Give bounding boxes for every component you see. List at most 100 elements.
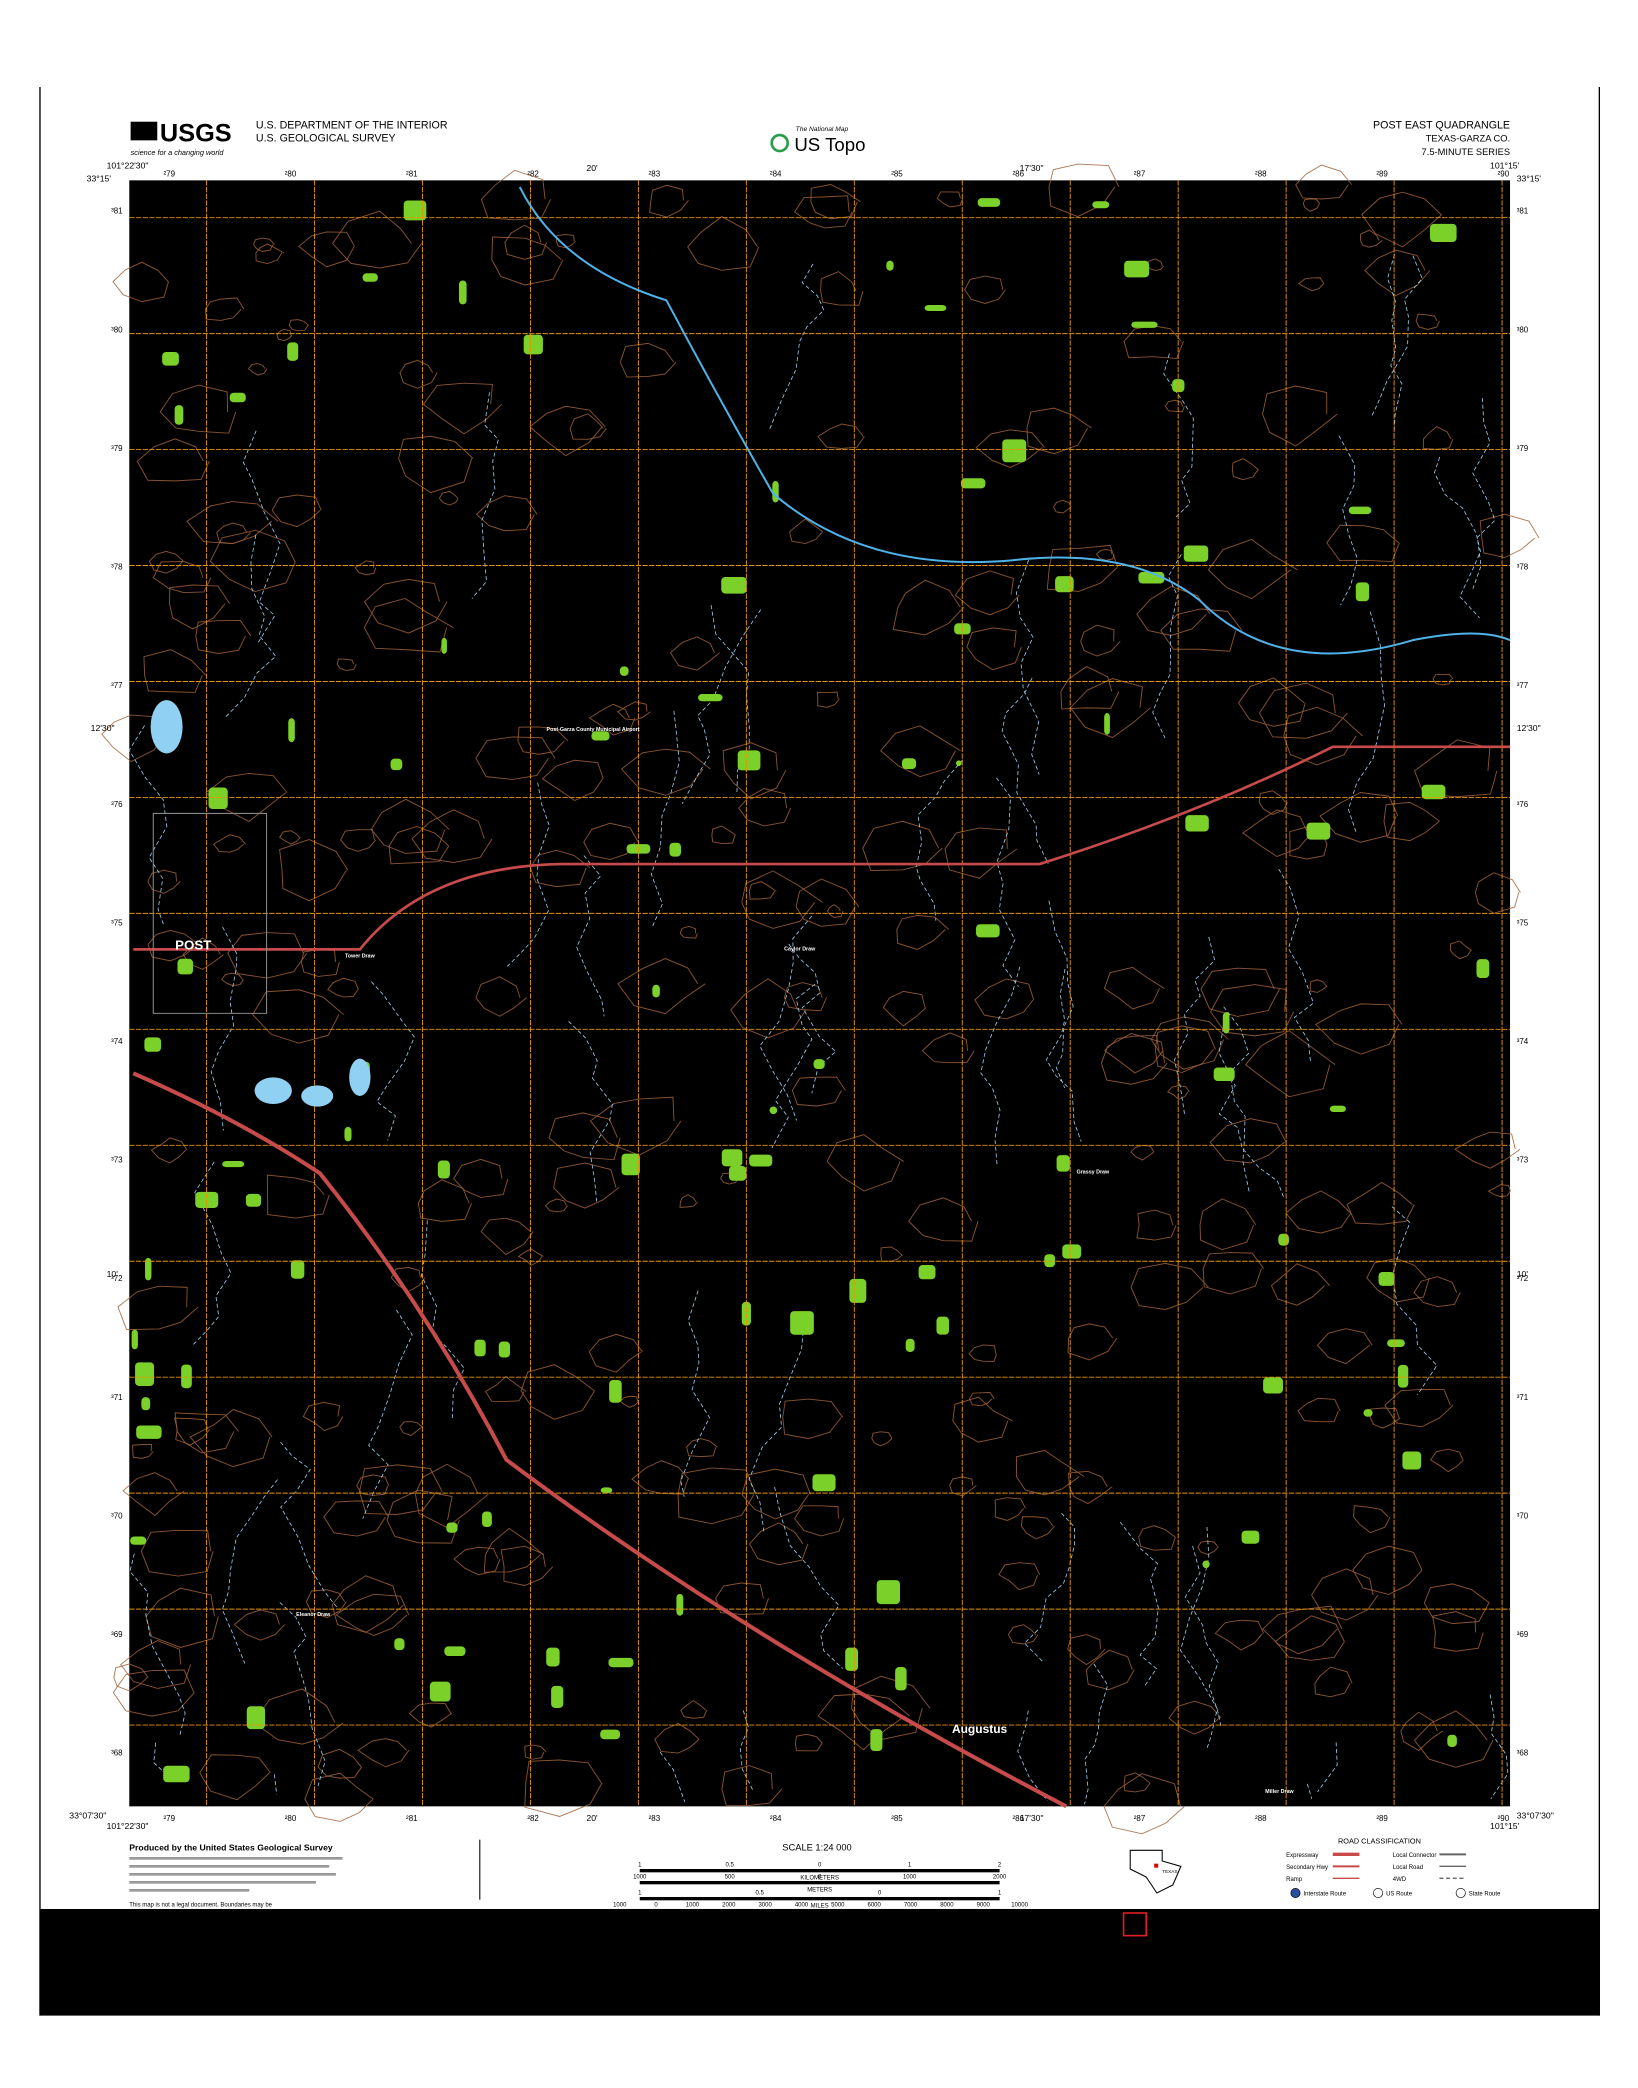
easting-label: ²85 (891, 169, 903, 178)
vegetation (749, 1154, 773, 1167)
contour (288, 319, 309, 332)
contour (1202, 1252, 1265, 1295)
easting-label: ²88 (1255, 169, 1267, 178)
stream (1338, 435, 1358, 606)
contour (620, 748, 711, 796)
note-line (129, 1888, 250, 1892)
map-features (101, 163, 1540, 1835)
vegetation (905, 1338, 915, 1352)
contour (1311, 1568, 1379, 1621)
stream (915, 759, 963, 921)
contour (1429, 1448, 1464, 1473)
easting-label: ²80 (285, 1814, 297, 1823)
vegetation (1044, 1254, 1056, 1268)
vegetation (141, 1397, 151, 1411)
note-line (129, 1872, 336, 1876)
stream (224, 534, 277, 719)
lake (301, 1085, 334, 1107)
producer: Produced by the United States Geological… (129, 1842, 333, 1852)
contour (399, 1421, 423, 1436)
vegetation (813, 1059, 825, 1069)
contour (1423, 1583, 1490, 1625)
vegetation (936, 1316, 950, 1335)
northing-label: ³79 (1517, 444, 1529, 453)
northing-label: ³77 (111, 681, 123, 690)
agency: U.S. GEOLOGICAL SURVEY (256, 133, 396, 145)
red-marker[interactable] (1122, 1912, 1147, 1937)
contour (826, 1134, 904, 1192)
contour (422, 382, 502, 435)
road-label: Secondary Hwy (1286, 1865, 1328, 1871)
vegetation (772, 480, 779, 503)
contour (1309, 979, 1328, 993)
vegetation (918, 1265, 936, 1280)
contour (748, 1522, 809, 1566)
northing-label: ³80 (111, 325, 123, 334)
vegetation (1378, 1271, 1395, 1286)
stream (1347, 611, 1386, 832)
contour (1353, 1505, 1391, 1534)
stream (506, 782, 550, 967)
contour (1415, 313, 1440, 330)
contour (896, 914, 949, 951)
stream (371, 981, 415, 1141)
scale-tick: 1000 (633, 1874, 647, 1880)
vegetation (876, 1580, 900, 1605)
vegetation (1397, 1364, 1409, 1388)
contour (1046, 544, 1119, 592)
contour (278, 830, 301, 845)
vegetation (698, 694, 723, 702)
minute-label: 10' (1517, 1269, 1529, 1279)
contour (1160, 608, 1243, 652)
vegetation (1429, 223, 1457, 243)
contour (1197, 1540, 1219, 1555)
contour (921, 1032, 975, 1064)
contour (1295, 164, 1353, 200)
contour (944, 827, 1018, 879)
vegetation (523, 334, 543, 355)
scale-tick: 1 (638, 1862, 642, 1868)
scale-tick: 6000 (868, 1902, 882, 1908)
northing-label: ³78 (111, 563, 123, 572)
contour (1297, 1397, 1341, 1423)
note-line (129, 1880, 316, 1884)
route-shield (1373, 1887, 1384, 1898)
contour (1200, 967, 1280, 1017)
vegetation (1402, 1451, 1422, 1470)
vegetation (608, 1657, 634, 1668)
stream (680, 1290, 711, 1497)
minute-label: 12'30" (1517, 723, 1541, 733)
road-label: Ramp (1286, 1877, 1303, 1883)
contour (1474, 872, 1521, 914)
scale-tick: 0 (818, 1862, 822, 1868)
contour (782, 1398, 844, 1440)
contour (1123, 325, 1184, 359)
contour (414, 1463, 490, 1529)
contour (1319, 792, 1399, 843)
contour (174, 1417, 211, 1446)
contour (182, 937, 224, 970)
contour (827, 904, 844, 919)
vegetation (960, 478, 986, 489)
northing-label: ³74 (111, 1037, 123, 1046)
road-label: Expressway (1286, 1853, 1318, 1859)
vegetation (1092, 201, 1110, 209)
stream (1048, 900, 1074, 1089)
contour (117, 1285, 199, 1331)
contour (686, 1438, 718, 1458)
contour (1237, 677, 1306, 727)
contour (317, 1748, 363, 1779)
contour (1103, 966, 1165, 1010)
vegetation (181, 1364, 192, 1389)
vegetation (600, 1487, 613, 1494)
vegetation (446, 1522, 458, 1533)
logo-text: USGS (160, 120, 232, 148)
scale-tick: 0 (878, 1890, 882, 1896)
stream (1489, 1694, 1509, 1799)
contour (252, 237, 275, 252)
contour (1413, 1710, 1494, 1768)
contour (279, 839, 349, 902)
contour (1346, 1181, 1415, 1225)
contour (1352, 1545, 1423, 1595)
vegetation (551, 1685, 564, 1708)
